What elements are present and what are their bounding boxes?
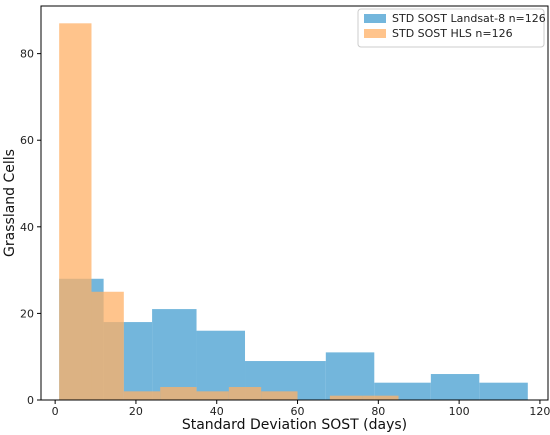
x-axis-title: Standard Deviation SOST (days) — [182, 417, 407, 433]
legend-label-landsat: STD SOST Landsat-8 n=126 — [392, 12, 546, 25]
legend-swatch-landsat — [364, 14, 386, 23]
x-tick-label: 40 — [210, 405, 224, 418]
x-tick-label: 20 — [129, 405, 143, 418]
bar-series-1-bin-1 — [91, 291, 124, 400]
y-axis-title: Grassland Cells — [2, 149, 18, 257]
bar-series-0-bin-10 — [479, 382, 528, 400]
bar-series-0-bin-3 — [123, 322, 153, 400]
x-tick-label: 0 — [52, 405, 59, 418]
x-axis: 0 20 40 60 80 100 120 — [52, 400, 550, 418]
bar-series-0-bin-7 — [325, 352, 375, 400]
legend-label-hls: STD SOST HLS n=126 — [392, 27, 513, 40]
bar-series-0-bin-4 — [152, 309, 197, 400]
y-tick-label: 0 — [27, 394, 34, 407]
x-tick-label: 80 — [371, 405, 385, 418]
bars-layer — [59, 23, 528, 400]
x-tick-label: 60 — [291, 405, 305, 418]
bar-series-1-bin-2 — [123, 391, 161, 400]
bar-series-1-bin-4 — [196, 391, 229, 400]
x-tick-label: 100 — [449, 405, 470, 418]
bar-series-1-bin-9 — [362, 395, 399, 400]
legend: STD SOST Landsat-8 n=126 STD SOST HLS n=… — [357, 8, 546, 48]
legend-box — [357, 8, 545, 48]
bar-series-0-bin-9 — [430, 374, 480, 400]
y-tick-label: 40 — [20, 221, 34, 234]
y-tick-label: 80 — [20, 48, 34, 61]
bar-series-1-bin-5 — [228, 387, 262, 400]
legend-swatch-hls — [364, 29, 386, 38]
bar-series-1-bin-3 — [160, 387, 197, 400]
bar-series-1-bin-8 — [329, 395, 363, 400]
bar-series-1-bin-6 — [261, 391, 298, 400]
y-tick-label: 20 — [20, 307, 34, 320]
bar-series-1-bin-0 — [59, 23, 92, 400]
plot-area-frame — [40, 5, 549, 401]
y-axis: 0 20 40 60 80 — [20, 48, 41, 407]
x-tick-label: 120 — [529, 405, 550, 418]
y-tick-label: 60 — [20, 134, 34, 147]
